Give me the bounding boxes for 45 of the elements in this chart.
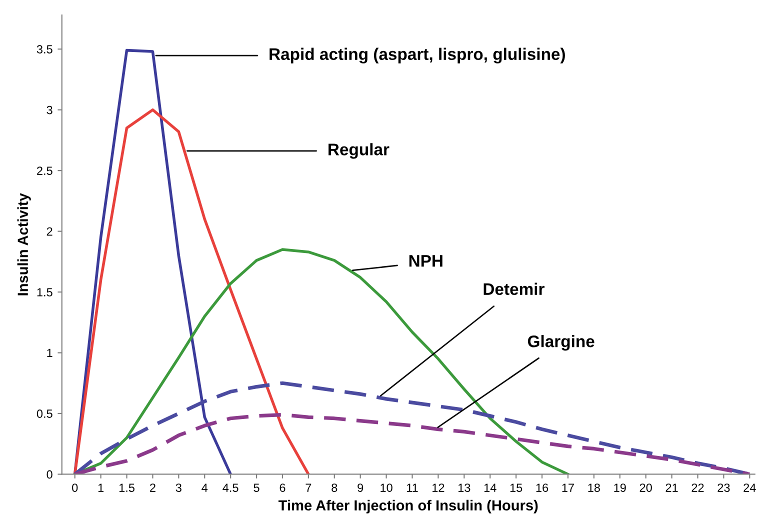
x-tick-label: 1: [98, 484, 104, 492]
x-tick-label: 24: [744, 484, 756, 492]
x-axis-title: Time After Injection of Insulin (Hours): [278, 500, 538, 514]
x-tick-label: 13: [458, 484, 470, 492]
x-tick-label: 2: [150, 484, 156, 492]
text: Detemir: [484, 282, 544, 295]
line-series: [73, 48, 232, 474]
x-tick-label: 4.5: [222, 484, 238, 492]
x-tick-label: 7: [306, 484, 312, 492]
text: Regular: [328, 143, 390, 159]
y-tick-label: 1: [47, 348, 52, 358]
y-tick-label: 2.5: [37, 166, 52, 175]
x-tick-label: 20: [640, 484, 652, 492]
x-tick-label: 15: [510, 484, 522, 492]
x-tick-label: 0: [72, 484, 78, 492]
y-axis-title: Insulin Activity: [17, 193, 31, 296]
x-tick-label: 8: [332, 484, 338, 492]
x-tick-label: 16: [536, 484, 548, 492]
x-tick-label: 12: [432, 484, 444, 492]
text: NPH: [409, 255, 442, 267]
x-tick-label: 11: [407, 484, 418, 492]
x-tick-label: 14: [484, 484, 496, 492]
x-tick-label: 18: [588, 484, 600, 492]
text: Glargine: [528, 335, 594, 351]
text: Rapid acting (aspart, lispro, glulisine): [270, 48, 565, 64]
x-tick-label: 4: [202, 484, 208, 492]
x-tick-label: 1.5: [119, 484, 134, 492]
y-tick-label: 2: [46, 227, 52, 236]
x-tick-label: 23: [718, 484, 730, 492]
line-series: [73, 412, 752, 474]
x-tick-label: 3: [176, 484, 182, 492]
y-tick-label: 0.5: [36, 410, 52, 418]
y-tick-label: 0: [46, 470, 52, 479]
x-tick-label: 10: [380, 484, 392, 492]
x-tick-label: 17: [562, 484, 574, 492]
line-series: [73, 108, 310, 474]
x-tick-label: 5: [254, 484, 260, 492]
x-tick-label: 22: [692, 484, 704, 492]
x-tick-label: 21: [666, 484, 678, 492]
y-tick-label: 1.5: [37, 288, 52, 296]
x-tick-label: 19: [614, 484, 626, 492]
x-tick-label: 9: [358, 484, 364, 492]
x-tick-label: 6: [280, 484, 286, 492]
y-tick-label: 3.5: [36, 45, 52, 54]
y-tick-label: 3: [46, 106, 52, 114]
